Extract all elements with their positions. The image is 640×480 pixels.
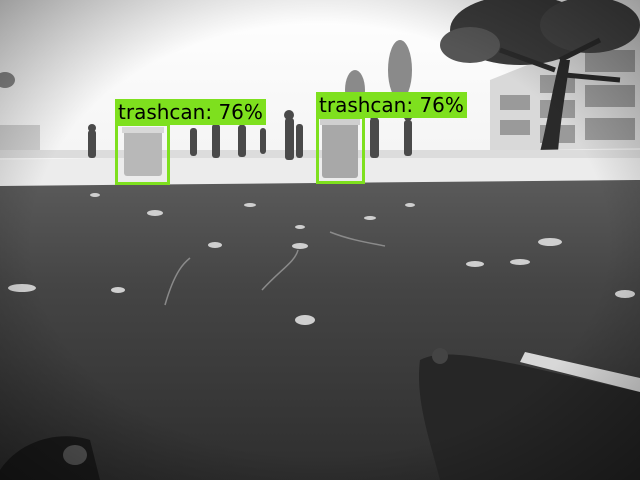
- detection-box-trashcan-2: [316, 116, 365, 184]
- detection-label-trashcan-2: trashcan: 76%: [316, 92, 467, 118]
- detection-box-trashcan-1: [115, 123, 170, 185]
- detection-label-trashcan-1: trashcan: 76%: [115, 99, 266, 125]
